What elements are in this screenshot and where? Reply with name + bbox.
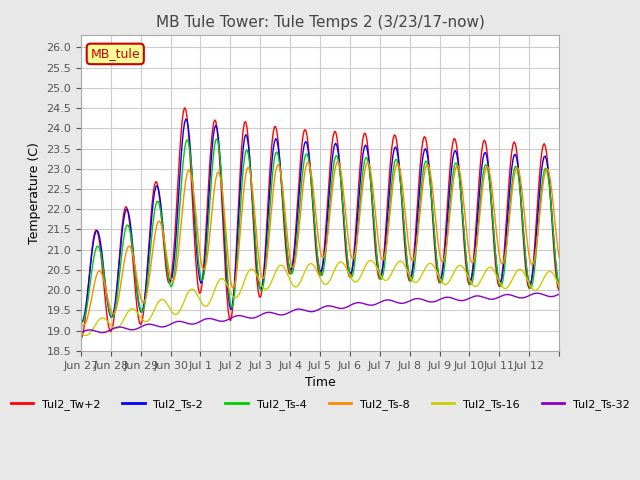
Tul2_Ts-16: [109, 325, 117, 331]
Tul2_Ts-16: [82, 333, 90, 338]
Tul2_Ts-2: [419, 153, 427, 159]
Tul2_Ts-16: [324, 280, 332, 286]
Text: MB_tule: MB_tule: [90, 48, 140, 60]
Tul2_Tw+2: [77, 336, 84, 342]
Tul2_Ts-8: [334, 158, 342, 164]
Tul2_Tw+2: [93, 228, 101, 234]
Tul2_Ts-4: [326, 207, 333, 213]
Tul2_Ts-32: [108, 326, 116, 332]
Tul2_Ts-32: [93, 329, 101, 335]
Tul2_Ts-32: [553, 292, 561, 298]
Tul2_Ts-4: [78, 319, 86, 325]
Tul2_Ts-8: [77, 320, 84, 326]
Tul2_Ts-16: [420, 267, 428, 273]
Y-axis label: Temperature (C): Temperature (C): [28, 142, 41, 244]
Tul2_Ts-2: [77, 319, 84, 325]
Line: Tul2_Ts-32: Tul2_Ts-32: [81, 293, 559, 333]
Tul2_Ts-2: [108, 314, 116, 320]
Tul2_Ts-4: [95, 243, 102, 249]
Tul2_Ts-8: [556, 254, 563, 260]
Line: Tul2_Ts-4: Tul2_Ts-4: [81, 139, 559, 322]
Tul2_Tw+2: [553, 277, 561, 283]
Tul2_Tw+2: [490, 245, 498, 251]
Tul2_Ts-32: [77, 330, 84, 336]
Tul2_Tw+2: [556, 288, 563, 293]
Tul2_Ts-2: [182, 116, 189, 122]
Tul2_Ts-8: [109, 311, 117, 317]
Tul2_Ts-4: [556, 285, 563, 290]
Tul2_Ts-4: [554, 278, 562, 284]
Tul2_Ts-4: [213, 136, 221, 142]
Tul2_Tw+2: [324, 191, 332, 196]
Tul2_Ts-32: [556, 291, 563, 297]
Tul2_Ts-2: [93, 228, 101, 233]
Tul2_Ts-32: [323, 303, 331, 309]
Tul2_Ts-16: [556, 283, 563, 288]
Tul2_Ts-16: [77, 330, 84, 336]
Tul2_Ts-2: [490, 236, 498, 242]
Tul2_Tw+2: [180, 105, 188, 111]
Tul2_Ts-16: [492, 271, 499, 276]
Title: MB Tule Tower: Tule Temps 2 (3/23/17-now): MB Tule Tower: Tule Temps 2 (3/23/17-now…: [156, 15, 484, 30]
Tul2_Ts-16: [95, 318, 102, 324]
Tul2_Ts-8: [95, 269, 102, 275]
Tul2_Tw+2: [108, 326, 116, 332]
Tul2_Ts-2: [556, 283, 563, 288]
Line: Tul2_Ts-16: Tul2_Ts-16: [81, 260, 559, 336]
Tul2_Ts-16: [554, 280, 562, 286]
Tul2_Ts-16: [367, 257, 374, 263]
Tul2_Ts-32: [418, 296, 426, 302]
Legend: Tul2_Tw+2, Tul2_Ts-2, Tul2_Ts-4, Tul2_Ts-8, Tul2_Ts-16, Tul2_Ts-32: Tul2_Tw+2, Tul2_Ts-2, Tul2_Ts-4, Tul2_Ts…: [6, 395, 634, 415]
Tul2_Ts-4: [492, 249, 499, 255]
Tul2_Tw+2: [419, 138, 427, 144]
Tul2_Ts-32: [532, 290, 540, 296]
Tul2_Ts-4: [77, 318, 84, 324]
Tul2_Ts-8: [554, 246, 562, 252]
Tul2_Ts-8: [324, 228, 332, 234]
Line: Tul2_Tw+2: Tul2_Tw+2: [81, 108, 559, 339]
Tul2_Ts-4: [420, 162, 428, 168]
Tul2_Ts-8: [79, 323, 87, 328]
Tul2_Ts-8: [420, 172, 428, 178]
Tul2_Ts-8: [492, 220, 499, 226]
Tul2_Ts-2: [553, 269, 561, 275]
Tul2_Ts-2: [324, 205, 332, 211]
Line: Tul2_Ts-8: Tul2_Ts-8: [81, 161, 559, 325]
Tul2_Ts-4: [109, 313, 117, 319]
Tul2_Ts-32: [489, 296, 497, 302]
X-axis label: Time: Time: [305, 376, 335, 389]
Line: Tul2_Ts-2: Tul2_Ts-2: [81, 119, 559, 322]
